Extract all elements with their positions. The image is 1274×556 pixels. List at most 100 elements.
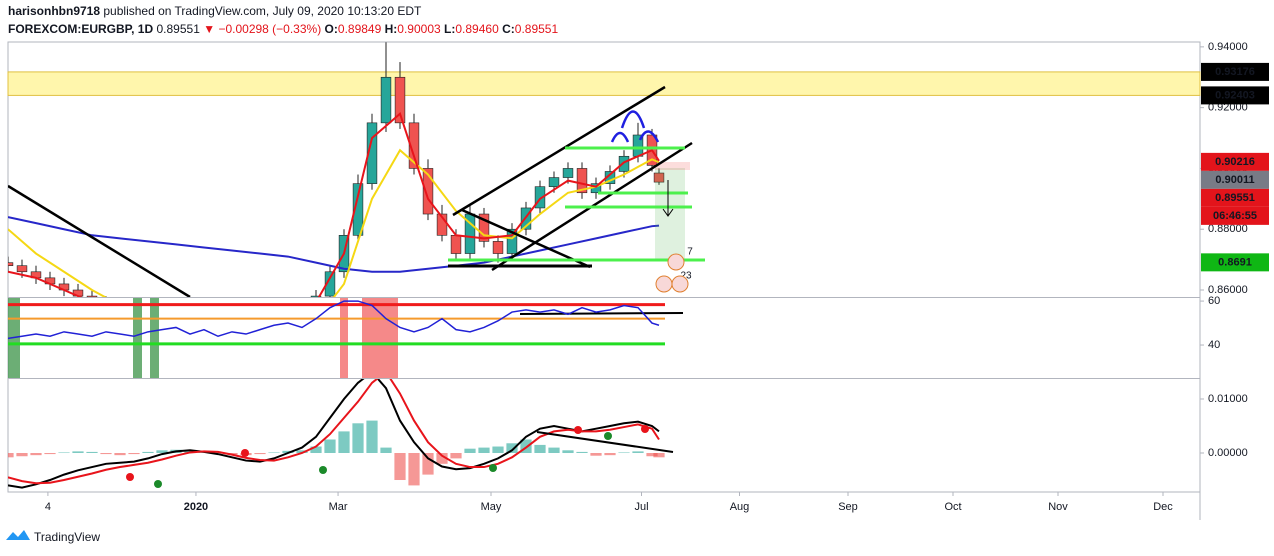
histogram-bar [100, 453, 112, 455]
c-label: C: [502, 22, 515, 36]
macd-line [8, 379, 660, 489]
x-tick-label: Aug [730, 501, 750, 513]
histogram-bar [156, 450, 168, 454]
price-chip-label: 0.8691 [1218, 256, 1252, 268]
axes: 4 2020 Mar May Jul Aug Sep Oct Nov Dec 0.86000 0.88… [45, 41, 1269, 513]
rsi-zones [8, 298, 684, 378]
cross-dot [489, 464, 497, 472]
x-tick-label: Jul [634, 501, 648, 513]
candle-body [324, 271, 336, 297]
price-pane: 7 23 [8, 42, 693, 336]
candle-body [534, 186, 546, 209]
channel-line [452, 85, 666, 217]
arrow: ▼ [203, 22, 215, 36]
trend-line [8, 184, 191, 297]
countdown-chip [1201, 206, 1269, 225]
histogram-bar [254, 453, 266, 455]
candle-body [562, 168, 574, 178]
countdown: 06:46:55 [1213, 210, 1257, 222]
logo-icon [6, 530, 30, 540]
histogram-bar [72, 451, 84, 454]
o-value: 0.89849 [338, 22, 382, 36]
l-label: L: [444, 22, 455, 36]
zone [362, 298, 398, 378]
histogram-bar [30, 453, 42, 456]
histogram-bar [338, 431, 350, 454]
histogram-bar [16, 453, 28, 457]
icon [667, 253, 685, 271]
histogram-bar [632, 451, 644, 454]
cross-dot [154, 480, 162, 488]
h-label: H: [385, 22, 398, 36]
histogram-bar [492, 446, 504, 454]
x-tick-label: May [481, 501, 502, 513]
histogram-bar [380, 447, 392, 454]
histogram-bar [478, 447, 490, 454]
histogram-bar [44, 453, 56, 455]
cross-dot [241, 449, 249, 457]
candle-body [492, 241, 504, 254]
macd-drawings [126, 425, 674, 488]
trend-line [461, 208, 591, 269]
stop-box [655, 162, 690, 170]
histogram-bar [394, 453, 406, 481]
macd-line [8, 379, 660, 485]
annotation: 23 [680, 271, 692, 282]
histogram-bar [366, 420, 378, 454]
candle-body [352, 183, 364, 236]
histogram-bar [506, 443, 518, 454]
histogram-bar [310, 446, 322, 454]
histogram-bar [576, 451, 588, 454]
header-line: harisonhbn9718 published on TradingView.… [8, 4, 422, 18]
histogram-bar [408, 453, 420, 486]
arrow [662, 180, 674, 217]
cross-dot [641, 425, 649, 433]
candle-body [422, 168, 434, 215]
cross-dot [604, 432, 612, 440]
candle-body [408, 122, 420, 169]
zone [150, 298, 159, 378]
zone [7, 71, 1201, 96]
y-tick-label: 0.01000 [1208, 393, 1248, 405]
macd-pane [8, 379, 665, 489]
y-tick-label: 60 [1208, 295, 1220, 307]
y-tick-label: 0.86000 [1208, 284, 1248, 296]
brand: TradingView [34, 530, 100, 544]
histogram-bar [646, 453, 658, 457]
logo: TradingView [6, 530, 100, 544]
moving-average [8, 216, 660, 273]
histogram-bar [58, 452, 70, 454]
candle-body [478, 213, 490, 242]
candle-body [380, 76, 392, 124]
histogram-bar [604, 453, 616, 456]
histogram-bar [653, 453, 665, 458]
candle-body [16, 265, 28, 273]
x-tick-label: Dec [1153, 501, 1173, 513]
candle-body [86, 295, 98, 297]
change: −0.00298 (−0.33%) [218, 22, 321, 36]
histogram-bar [142, 451, 154, 454]
histogram-bar [296, 450, 308, 454]
candle-body [171, 333, 181, 336]
histogram-bar [618, 452, 630, 454]
drawings [8, 85, 705, 297]
y-tick-label: 0.92000 [1208, 102, 1248, 114]
histogram-bar [352, 423, 364, 454]
histogram-bar [436, 453, 448, 464]
x-tick-label: Sep [838, 501, 858, 513]
o-label: O: [325, 22, 338, 36]
candle-body [506, 228, 518, 254]
moving-average [8, 148, 660, 297]
price-chip-label: 0.89551 [1215, 192, 1255, 204]
x-tick-label: Nov [1048, 501, 1068, 513]
cross-dot [319, 466, 327, 474]
cross-dot [574, 426, 582, 434]
rsi-line [8, 300, 660, 340]
candle-body [653, 172, 665, 183]
histogram-bar [590, 453, 602, 456]
icon [655, 275, 673, 293]
h-value: 0.90003 [397, 22, 441, 36]
annotation: 7 [687, 247, 693, 258]
moving-average [8, 111, 660, 297]
